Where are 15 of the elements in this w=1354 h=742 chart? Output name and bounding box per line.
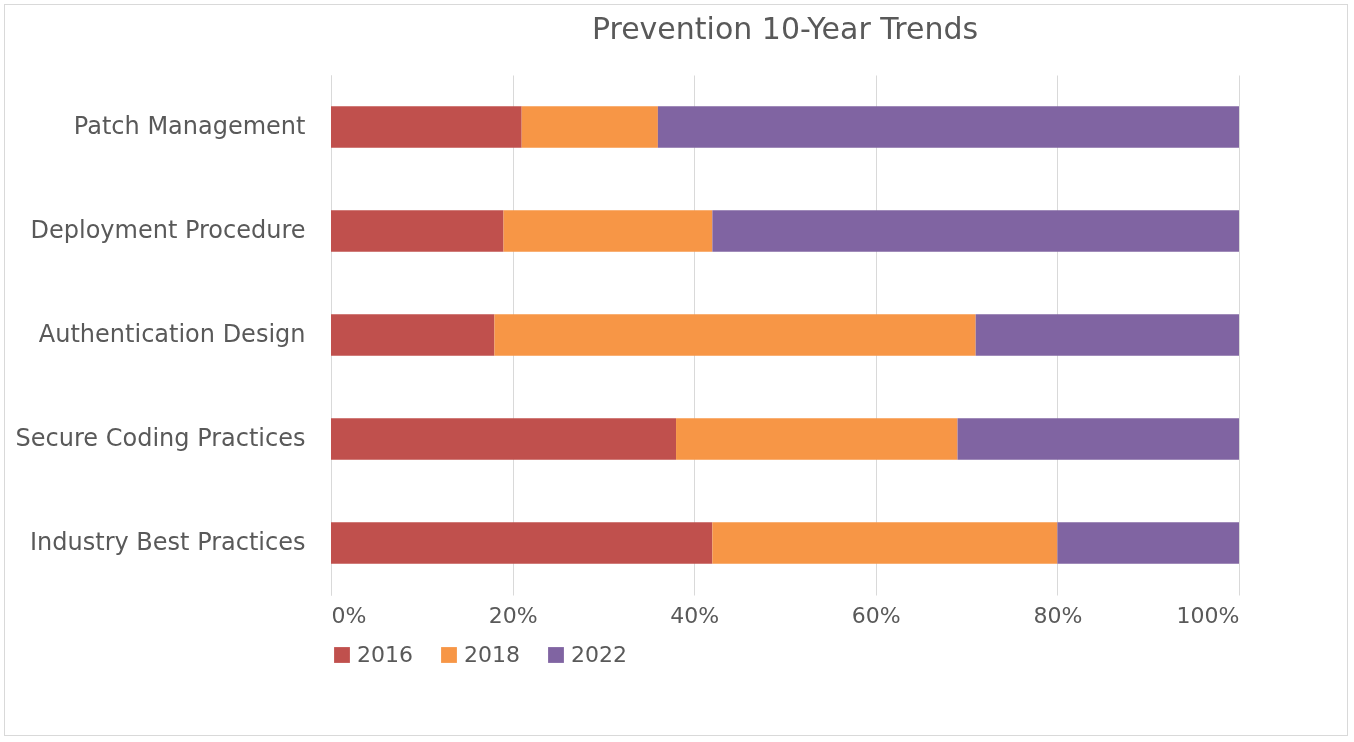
x-tick-label: 60%: [851, 602, 901, 628]
legend-label: 2018: [464, 642, 520, 667]
x-tick-label: 80%: [1033, 602, 1083, 628]
legend-label: 2016: [357, 642, 413, 667]
y-tick-label: Patch Management: [73, 112, 306, 140]
chart-title: Prevention 10-Year Trends: [591, 11, 979, 46]
x-tick-label: 0%: [331, 602, 367, 628]
x-tick-label: 20%: [488, 602, 538, 628]
y-tick-label: Deployment Procedure: [30, 216, 306, 244]
y-tick-label: Authentication Design: [38, 320, 306, 348]
x-tick-label: 40%: [670, 602, 720, 628]
x-tick-label: 100%: [1176, 602, 1240, 628]
y-tick-label: Industry Best Practices: [30, 528, 306, 556]
legend-label: 2022: [571, 642, 627, 667]
y-tick-label: Secure Coding Practices: [15, 424, 306, 452]
